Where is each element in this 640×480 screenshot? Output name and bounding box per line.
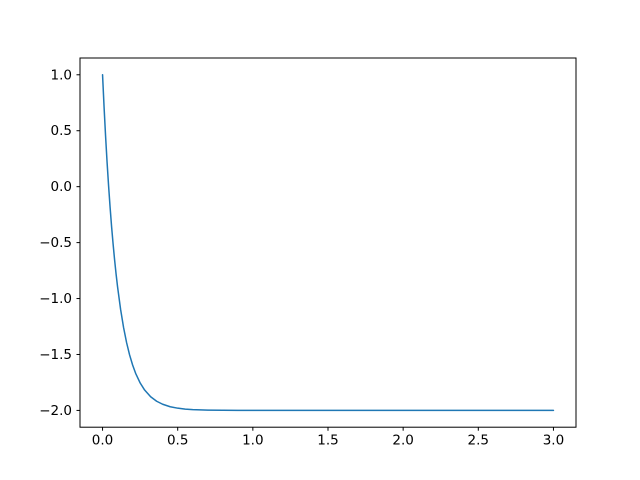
x-tick-label: 0.5 [167,433,188,449]
y-tick-label: 0.0 [51,179,72,195]
y-tick-label: −2.0 [39,403,72,419]
x-tick-label: 1.0 [242,433,263,449]
x-tick-label: 1.5 [317,433,338,449]
x-tick-label: 3.0 [543,433,564,449]
x-tick-label: 2.0 [392,433,413,449]
curve-decay-curve [101,74,555,412]
y-tick-label: −0.5 [39,235,72,251]
y-tick-label: 1.0 [51,67,72,83]
axes-spines [79,57,577,428]
x-tick-label: 0.0 [92,433,113,449]
y-tick-label: 0.5 [51,123,72,139]
x-tick-label: 2.5 [468,433,489,449]
y-tick-label: −1.0 [39,291,72,307]
y-tick-label: −1.5 [39,347,72,363]
